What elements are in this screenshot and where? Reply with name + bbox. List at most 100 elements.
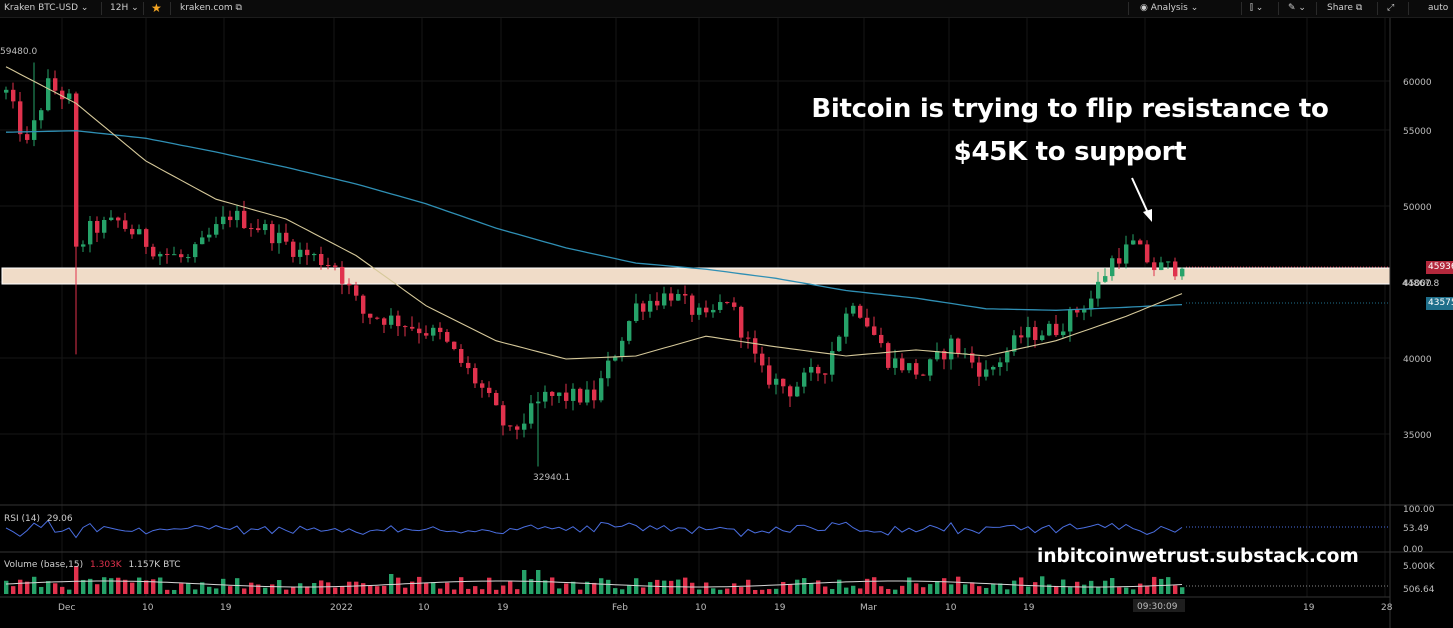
volume-bar bbox=[396, 577, 401, 594]
volume-bar bbox=[557, 588, 562, 594]
candle-body bbox=[340, 266, 345, 284]
candle-body bbox=[697, 307, 702, 315]
volume-bar bbox=[886, 588, 891, 594]
volume-bar bbox=[1096, 587, 1101, 594]
volume-bar bbox=[487, 577, 492, 594]
candle-body bbox=[634, 303, 639, 322]
volume-bar bbox=[1138, 583, 1143, 594]
chart-type-button[interactable]: ⫿ ⌄ bbox=[1250, 0, 1263, 17]
price-tick: 40000 bbox=[1403, 355, 1432, 365]
volume-bar bbox=[81, 579, 86, 594]
candles-icon: ⫿ bbox=[1250, 3, 1253, 13]
candle-body bbox=[858, 305, 863, 318]
volume-bar bbox=[1012, 580, 1017, 594]
rsi-tick: 0.00 bbox=[1403, 545, 1423, 555]
volume-bar bbox=[732, 583, 737, 594]
draw-tools-button[interactable]: ✎ ⌄ bbox=[1288, 0, 1306, 17]
volume-bar bbox=[935, 581, 940, 594]
candle-body bbox=[375, 317, 380, 319]
volume-bar bbox=[1159, 578, 1164, 594]
time-tick: 19 bbox=[1023, 603, 1035, 613]
candle-body bbox=[438, 327, 443, 333]
star-icon[interactable]: ★ bbox=[151, 1, 162, 15]
volume-bar bbox=[648, 582, 653, 594]
volume-bar bbox=[620, 589, 625, 594]
candle-body bbox=[431, 327, 436, 336]
candle-body bbox=[564, 392, 569, 401]
chevron-down-icon: ⌄ bbox=[80, 3, 89, 13]
candle-body bbox=[158, 253, 163, 257]
volume-bar bbox=[851, 585, 856, 594]
volume-bar bbox=[529, 579, 534, 594]
share-button[interactable]: Share ⧉ bbox=[1327, 0, 1362, 17]
candle-body bbox=[480, 383, 485, 388]
volume-bar bbox=[354, 581, 359, 594]
source-link[interactable]: kraken.com ⧉ bbox=[180, 0, 242, 17]
volume-bar bbox=[333, 587, 338, 594]
candle-body bbox=[25, 134, 30, 140]
volume-bar bbox=[655, 579, 660, 594]
source-label: kraken.com bbox=[180, 3, 233, 13]
volume-bar bbox=[522, 570, 527, 594]
time-cursor-label: 09:30:09 bbox=[1137, 602, 1178, 612]
candle-body bbox=[1026, 327, 1031, 338]
fullscreen-icon[interactable]: ⤢ bbox=[1387, 3, 1395, 13]
interval-selector[interactable]: 12H ⌄ bbox=[110, 0, 139, 17]
candle-body bbox=[893, 358, 898, 368]
candle-body bbox=[683, 293, 688, 296]
candle-body bbox=[627, 321, 632, 341]
volume-bar bbox=[501, 585, 506, 594]
candle-body bbox=[116, 217, 121, 221]
analysis-button[interactable]: ◉ Analysis ⌄ bbox=[1140, 0, 1198, 17]
price-tick: 60000 bbox=[1403, 78, 1432, 88]
volume-bar bbox=[865, 578, 870, 594]
share-label: Share bbox=[1327, 3, 1353, 13]
candle-body bbox=[788, 386, 793, 397]
interval-label: 12H bbox=[110, 3, 129, 13]
candle-body bbox=[179, 254, 184, 258]
candle-body bbox=[725, 302, 730, 304]
volume-bar bbox=[606, 579, 611, 594]
candle-body bbox=[109, 217, 114, 220]
pencil-icon: ✎ bbox=[1288, 3, 1296, 13]
volume-bar bbox=[473, 586, 478, 594]
time-tick: 10 bbox=[695, 603, 707, 613]
volume-bar bbox=[403, 587, 408, 594]
candle-body bbox=[389, 315, 394, 325]
candle-body bbox=[872, 326, 877, 335]
volume-bar bbox=[235, 578, 240, 594]
headline-line-1: Bitcoin is trying to flip resistance to bbox=[811, 94, 1329, 124]
volume-bar bbox=[949, 584, 954, 594]
candle-body bbox=[459, 349, 464, 363]
low-label: 32940.1 bbox=[533, 473, 570, 483]
volume-bar bbox=[1082, 584, 1087, 594]
price-tick: 55000 bbox=[1403, 127, 1432, 137]
candle-body bbox=[193, 244, 198, 258]
candle-body bbox=[809, 366, 814, 373]
volume-bar bbox=[683, 577, 688, 594]
time-tick: Feb bbox=[612, 603, 628, 613]
volume-bar bbox=[221, 578, 226, 594]
candle-body bbox=[123, 220, 128, 229]
eye-icon: ◉ bbox=[1140, 3, 1151, 13]
candle-body bbox=[585, 389, 590, 403]
symbol-selector[interactable]: Kraken BTC-USD ⌄ bbox=[4, 0, 88, 17]
volume-bar bbox=[179, 583, 184, 594]
volume-bar bbox=[928, 584, 933, 594]
volume-value: 1.157K BTC bbox=[128, 560, 181, 570]
auto-scale-button[interactable]: auto bbox=[1428, 3, 1449, 13]
volume-bar bbox=[795, 579, 800, 594]
candle-body bbox=[1166, 261, 1171, 263]
candle-body bbox=[473, 368, 478, 384]
candle-body bbox=[403, 326, 408, 328]
volume-bar bbox=[305, 586, 310, 594]
external-link-icon: ⧉ bbox=[235, 3, 242, 13]
candle-body bbox=[823, 373, 828, 375]
candle-body bbox=[543, 391, 548, 402]
candle-body bbox=[18, 101, 23, 135]
volume-bar bbox=[4, 580, 9, 594]
candle-body bbox=[1040, 335, 1045, 340]
candle-body bbox=[592, 389, 597, 401]
candle-body bbox=[886, 343, 891, 368]
